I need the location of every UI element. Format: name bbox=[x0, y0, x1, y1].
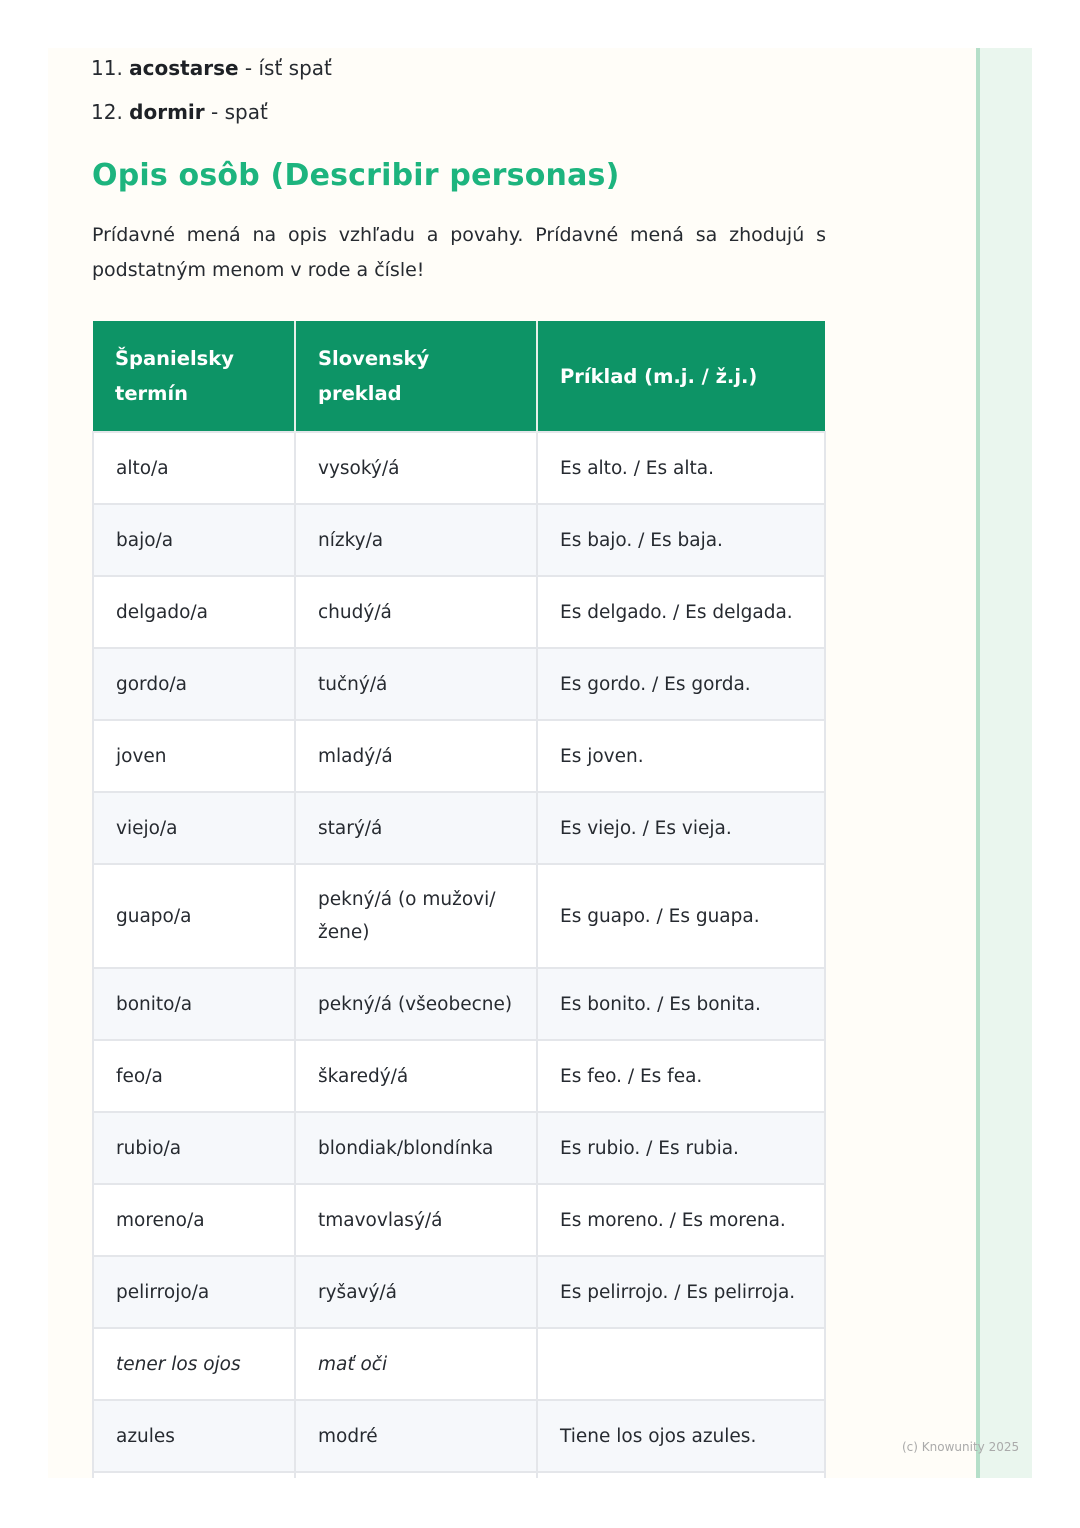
table-row: rubio/a blondiak/blondínka Es rubio. / Es … bbox=[92, 1111, 826, 1185]
table-row: feo/a škaredý/á Es feo. / Es fea. bbox=[92, 1039, 826, 1113]
spanish-term-cell: bonito/a bbox=[92, 967, 296, 1041]
slovak-translation-cell bbox=[294, 1471, 538, 1478]
item-translation: - ísť spať bbox=[244, 56, 332, 80]
list-item: 12. dormir - spať bbox=[91, 98, 332, 142]
example-cell: Es guapo. / Es guapa. bbox=[536, 863, 826, 969]
table-row: bajo/a nízky/a Es bajo. / Es baja. bbox=[92, 503, 826, 577]
slovak-translation-cell: chudý/á bbox=[294, 575, 538, 649]
slovak-translation-cell: mať oči bbox=[294, 1327, 538, 1401]
slovak-translation-cell: pekný/á (o mužovi/ žene) bbox=[294, 863, 538, 969]
document-page: 11. acostarse - ísť spať 12. dormir - sp… bbox=[48, 48, 1032, 1478]
item-translation: - spať bbox=[211, 100, 268, 124]
table-row: azules modré Tiene los ojos azules. bbox=[92, 1399, 826, 1473]
item-term: acostarse bbox=[129, 56, 239, 80]
example-cell: Es moreno. / Es morena. bbox=[536, 1183, 826, 1257]
slovak-translation-cell: tmavovlasý/á bbox=[294, 1183, 538, 1257]
slovak-translation-cell: modré bbox=[294, 1399, 538, 1473]
spanish-term-cell: viejo/a bbox=[92, 791, 296, 865]
spanish-term-cell: moreno/a bbox=[92, 1183, 296, 1257]
table-row: delgado/a chudý/á Es delgado. / Es delgada… bbox=[92, 575, 826, 649]
table-row: viejo/a starý/á Es viejo. / Es vieja. bbox=[92, 791, 826, 865]
example-cell bbox=[536, 1471, 826, 1478]
slovak-translation-cell: ryšavý/á bbox=[294, 1255, 538, 1329]
table-row bbox=[92, 1471, 826, 1478]
spanish-term-cell: joven bbox=[92, 719, 296, 793]
example-cell: Es bajo. / Es baja. bbox=[536, 503, 826, 577]
vocabulary-list: 11. acostarse - ísť spať 12. dormir - sp… bbox=[91, 54, 332, 142]
slovak-translation-cell: škaredý/á bbox=[294, 1039, 538, 1113]
item-number: 11. bbox=[91, 56, 123, 80]
table-row: tener los ojos mať oči bbox=[92, 1327, 826, 1401]
example-cell: Es delgado. / Es delgada. bbox=[536, 575, 826, 649]
slovak-translation-cell: vysoký/á bbox=[294, 431, 538, 505]
spanish-term-cell: azules bbox=[92, 1399, 296, 1473]
example-cell: Es gordo. / Es gorda. bbox=[536, 647, 826, 721]
example-cell: Es alto. / Es alta. bbox=[536, 431, 826, 505]
spanish-term-cell: tener los ojos bbox=[92, 1327, 296, 1401]
spanish-term-cell: pelirrojo/a bbox=[92, 1255, 296, 1329]
copyright-footer: (c) Knowunity 2025 bbox=[902, 1440, 1020, 1454]
example-cell bbox=[536, 1327, 826, 1401]
item-number: 12. bbox=[91, 100, 123, 124]
spanish-term-cell bbox=[92, 1471, 296, 1478]
column-header: Príklad (m.j. / ž.j.) bbox=[537, 321, 825, 432]
intro-paragraph: Prídavné mená na opis vzhľadu a povahy. … bbox=[92, 224, 826, 281]
example-cell: Tiene los ojos azules. bbox=[536, 1399, 826, 1473]
slovak-translation-cell: pekný/á (všeobecne) bbox=[294, 967, 538, 1041]
spanish-term-cell: gordo/a bbox=[92, 647, 296, 721]
table-row: guapo/a pekný/á (o mužovi/ žene) Es guapo.… bbox=[92, 863, 826, 969]
table-row: gordo/a tučný/á Es gordo. / Es gorda. bbox=[92, 647, 826, 721]
column-header: Španielsky termín bbox=[93, 321, 296, 432]
spanish-term-cell: delgado/a bbox=[92, 575, 296, 649]
slovak-translation-cell: starý/á bbox=[294, 791, 538, 865]
spanish-term-cell: rubio/a bbox=[92, 1111, 296, 1185]
slovak-translation-cell: mladý/á bbox=[294, 719, 538, 793]
section-heading: Opis osôb (Describir personas) bbox=[92, 158, 620, 193]
spanish-term-cell: feo/a bbox=[92, 1039, 296, 1113]
column-header: Slovenský preklad bbox=[295, 321, 538, 432]
slovak-translation-cell: tučný/á bbox=[294, 647, 538, 721]
example-cell: Es rubio. / Es rubia. bbox=[536, 1111, 826, 1185]
table-row: joven mladý/á Es joven. bbox=[92, 719, 826, 793]
list-item: 11. acostarse - ísť spať bbox=[91, 54, 332, 98]
example-cell: Es bonito. / Es bonita. bbox=[536, 967, 826, 1041]
table-row: moreno/a tmavovlasý/á Es moreno. / Es more… bbox=[92, 1183, 826, 1257]
slovak-translation-cell: nízky/a bbox=[294, 503, 538, 577]
item-term: dormir bbox=[129, 100, 205, 124]
example-cell: Es viejo. / Es vieja. bbox=[536, 791, 826, 865]
table-header-row: Španielsky termín Slovenský preklad Prík… bbox=[93, 321, 825, 432]
table-row: alto/a vysoký/á Es alto. / Es alta. bbox=[92, 431, 826, 505]
slovak-translation-cell: blondiak/blondínka bbox=[294, 1111, 538, 1185]
spanish-term-cell: guapo/a bbox=[92, 863, 296, 969]
example-cell: Es feo. / Es fea. bbox=[536, 1039, 826, 1113]
side-strip bbox=[976, 48, 1032, 1478]
example-cell: Es pelirrojo. / Es pelirroja. bbox=[536, 1255, 826, 1329]
table-row: pelirrojo/a ryšavý/á Es pelirrojo. / Es pe… bbox=[92, 1255, 826, 1329]
spanish-term-cell: bajo/a bbox=[92, 503, 296, 577]
example-cell: Es joven. bbox=[536, 719, 826, 793]
spanish-term-cell: alto/a bbox=[92, 431, 296, 505]
adjectives-table: Španielsky termín Slovenský preklad Prík… bbox=[92, 321, 826, 1478]
table-row: bonito/a pekný/á (všeobecne) Es bonito. / … bbox=[92, 967, 826, 1041]
